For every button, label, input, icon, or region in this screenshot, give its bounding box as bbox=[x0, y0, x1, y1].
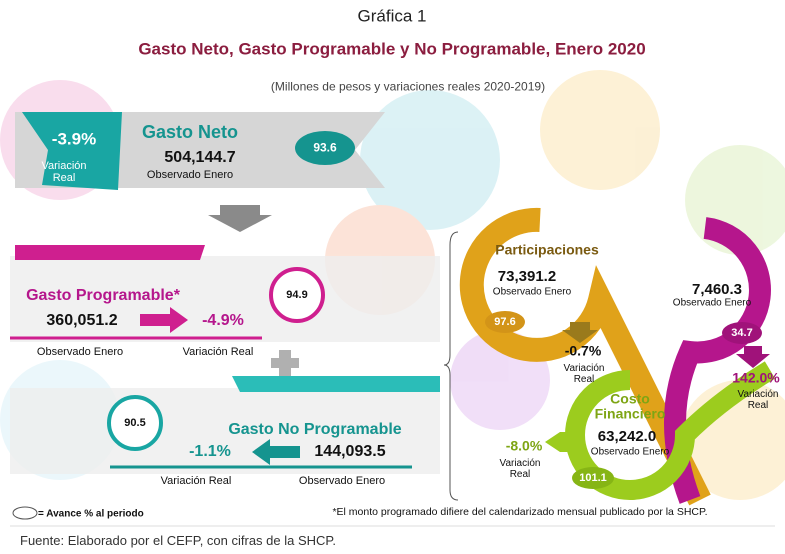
name: Gasto Programable* bbox=[26, 287, 180, 305]
legend: = Avance % al periodo bbox=[38, 509, 144, 520]
variation: 142.0% bbox=[732, 370, 779, 385]
left-arrow bbox=[545, 432, 568, 452]
variation-label: Variación Real bbox=[183, 346, 254, 358]
variation-label: Variación Real bbox=[161, 475, 232, 487]
title: Gasto Neto, Gasto Programable y No Progr… bbox=[138, 41, 645, 60]
progress: 34.7 bbox=[731, 327, 752, 339]
progress: 97.6 bbox=[494, 316, 515, 328]
amount: 360,051.2 bbox=[46, 312, 117, 330]
legend-ring bbox=[13, 507, 37, 519]
progress: 93.6 bbox=[313, 141, 336, 154]
name: Gasto No Programable bbox=[228, 421, 401, 439]
magenta-bar bbox=[15, 245, 205, 260]
amount: 7,460.3 bbox=[692, 282, 742, 299]
source: Fuente: Elaborado por el CEFP, con cifra… bbox=[20, 534, 336, 548]
variation: -4.9% bbox=[202, 312, 244, 330]
variation: -3.9% bbox=[52, 131, 96, 150]
variation-label: Variación Real bbox=[558, 363, 610, 385]
name: Costo Financiero bbox=[590, 392, 670, 423]
name: Participaciones bbox=[495, 242, 599, 257]
name: Gasto Neto bbox=[142, 123, 238, 143]
variation-label: Variación Real bbox=[36, 160, 92, 184]
variation: -1.1% bbox=[189, 443, 231, 461]
amount-label: Observado Enero bbox=[591, 447, 669, 458]
amount: 504,144.7 bbox=[164, 149, 235, 167]
subtitle: (Millones de pesos y variaciones reales … bbox=[271, 80, 545, 93]
header-label: Gráfica 1 bbox=[358, 8, 427, 27]
amount-label: Observado Enero bbox=[147, 169, 233, 181]
amount: 144,093.5 bbox=[314, 443, 385, 461]
progress: 101.1 bbox=[579, 472, 607, 484]
infographic: Gráfica 1 Gasto Neto, Gasto Programable y… bbox=[0, 0, 785, 554]
variation: -0.7% bbox=[565, 343, 602, 358]
amount-label: Observado Enero bbox=[37, 346, 123, 358]
teal-bar bbox=[232, 376, 440, 392]
amount-label: Observado Enero bbox=[673, 298, 751, 309]
amount-label: Observado Enero bbox=[299, 475, 385, 487]
amount: 63,242.0 bbox=[598, 429, 656, 446]
variation-label: Variación Real bbox=[494, 458, 546, 480]
amount: 73,391.2 bbox=[498, 269, 556, 286]
variation: -8.0% bbox=[506, 438, 543, 453]
plus-sign bbox=[271, 350, 299, 376]
progress: 90.5 bbox=[124, 417, 145, 429]
footnote: *El monto programado difiere del calenda… bbox=[332, 507, 707, 519]
progress: 94.9 bbox=[286, 289, 307, 301]
down-arrow bbox=[208, 205, 272, 232]
variation-label: Variación Real bbox=[732, 389, 784, 411]
name: ADEFAS bbox=[678, 256, 735, 271]
amount-label: Observado Enero bbox=[493, 287, 571, 298]
